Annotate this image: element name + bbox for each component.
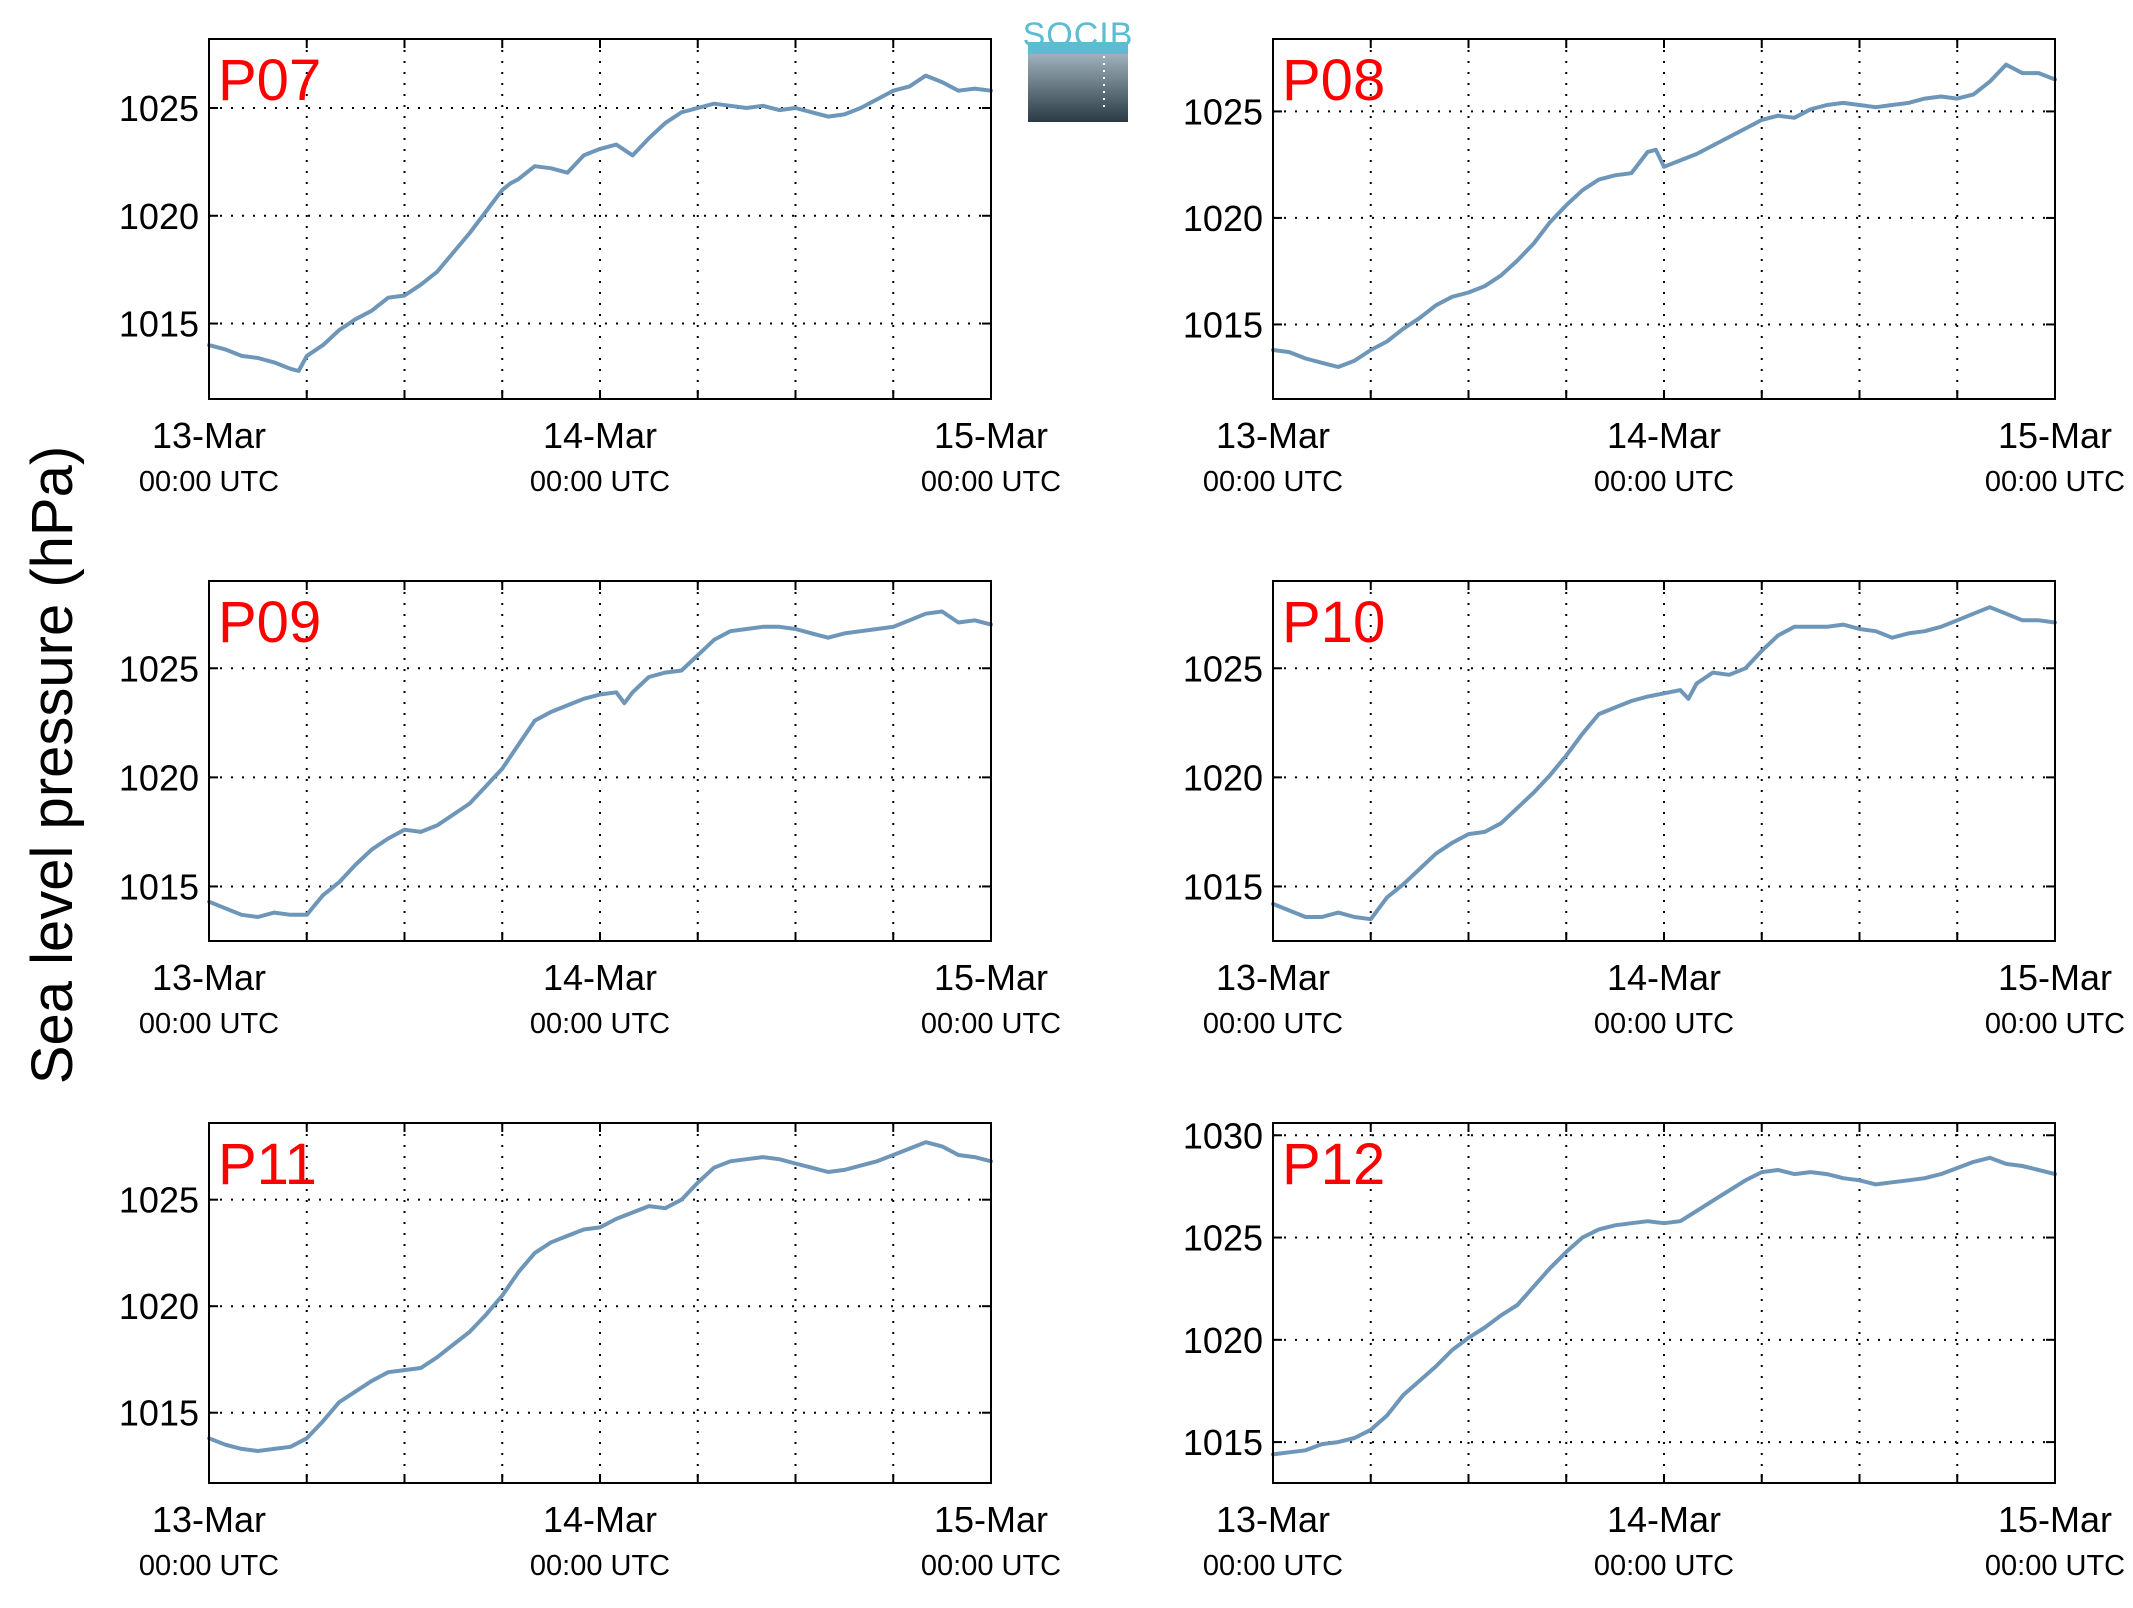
y-tick-label: 1025: [1183, 91, 1263, 132]
y-tick-label: 1020: [1183, 757, 1263, 798]
x-tick-label-time: 00:00 UTC: [139, 1008, 279, 1040]
x-tick-label-date: 15-Mar: [1998, 1499, 2112, 1540]
x-tick-label-date: 14-Mar: [543, 415, 657, 456]
logo-block: [1028, 54, 1128, 122]
plot-area: [209, 39, 991, 399]
panel-label-p11: P11: [218, 1132, 317, 1197]
x-tick-label-time: 00:00 UTC: [921, 1550, 1061, 1582]
x-tick-label-time: 00:00 UTC: [921, 1008, 1061, 1040]
series-line: [207, 1140, 993, 1453]
x-tick-label-date: 14-Mar: [543, 1499, 657, 1540]
x-tick-label-date: 13-Mar: [152, 1499, 266, 1540]
axes-frame: [1272, 38, 2056, 400]
x-tick-label-date: 15-Mar: [1998, 957, 2112, 998]
x-tick-label-date: 13-Mar: [152, 415, 266, 456]
y-tick-label: 1015: [119, 1393, 199, 1434]
x-tick-label-time: 00:00 UTC: [1203, 1008, 1343, 1040]
x-tick-label-time: 00:00 UTC: [1594, 466, 1734, 498]
x-tick-label-time: 00:00 UTC: [530, 1550, 670, 1582]
x-tick-label-date: 13-Mar: [152, 957, 266, 998]
axes-frame: [1272, 1122, 2056, 1484]
x-tick-label-date: 15-Mar: [934, 1499, 1048, 1540]
series-line: [207, 73, 993, 373]
panel-label-p07: P07: [218, 48, 321, 113]
panel-label-p10: P10: [1282, 590, 1385, 655]
chart-panel-p12: 1015 1020 1025 1030 13-Mar 00:00 UTC 14-Mar 00:…: [1183, 1115, 2125, 1582]
x-tick-label-date: 13-Mar: [1216, 1499, 1330, 1540]
series-line: [1271, 62, 2057, 369]
y-tick-label: 1020: [119, 757, 199, 798]
x-tick-label-time: 00:00 UTC: [1594, 1550, 1734, 1582]
x-tick-label-date: 15-Mar: [1998, 415, 2112, 456]
plot-area: [1273, 581, 2055, 941]
x-tick-label-time: 00:00 UTC: [139, 1550, 279, 1582]
y-tick-label: 1015: [1183, 1422, 1263, 1463]
x-tick-label-date: 14-Mar: [1607, 1499, 1721, 1540]
y-tick-label: 1015: [119, 866, 199, 907]
y-tick-label: 1020: [1183, 198, 1263, 239]
y-tick-label: 1020: [119, 1286, 199, 1327]
x-tick-label-time: 00:00 UTC: [1203, 466, 1343, 498]
x-tick-label-time: 00:00 UTC: [1985, 1008, 2125, 1040]
y-tick-label: 1025: [119, 88, 199, 129]
logo-text: SOCIB: [1023, 16, 1134, 54]
x-tick-label-date: 14-Mar: [543, 957, 657, 998]
y-axis-label: Sea level pressure (hPa): [20, 446, 85, 1084]
panel-label-p12: P12: [1282, 1132, 1385, 1197]
chart-panel-p08: 1015 1020 1025 13-Mar 00:00 UTC 14-Mar 00:00 U…: [1183, 38, 2125, 498]
x-tick-label-time: 00:00 UTC: [530, 1008, 670, 1040]
series-line: [207, 609, 993, 919]
panels-group: 1015 1020 1025 13-Mar 00:00 UTC 14-Mar 00:00 U…: [119, 38, 2125, 1582]
series-line: [1271, 1155, 2057, 1457]
x-tick-label-time: 00:00 UTC: [921, 466, 1061, 498]
y-tick-label: 1015: [1183, 866, 1263, 907]
axes-frame: [1272, 580, 2056, 942]
axes-frame: [208, 1122, 992, 1484]
chart-panel-p11: 1015 1020 1025 13-Mar 00:00 UTC 14-Mar 00:00 U…: [119, 1122, 1061, 1582]
plot-area: [1273, 1123, 2055, 1483]
x-tick-label-date: 13-Mar: [1216, 957, 1330, 998]
x-tick-label-date: 15-Mar: [934, 415, 1048, 456]
y-tick-label: 1025: [1183, 648, 1263, 689]
chart-panel-p09: 1015 1020 1025 13-Mar 00:00 UTC 14-Mar 00:00 U…: [119, 580, 1061, 1040]
panel-label-p09: P09: [218, 590, 321, 655]
panel-label-p08: P08: [1282, 48, 1385, 113]
y-tick-label: 1025: [119, 1180, 199, 1221]
x-tick-label-date: 15-Mar: [934, 957, 1048, 998]
x-tick-label-date: 14-Mar: [1607, 957, 1721, 998]
chart-panel-p07: 1015 1020 1025 13-Mar 00:00 UTC 14-Mar 00:00 U…: [119, 38, 1061, 498]
x-tick-label-time: 00:00 UTC: [139, 466, 279, 498]
x-tick-label-time: 00:00 UTC: [1594, 1008, 1734, 1040]
y-tick-label: 1020: [1183, 1320, 1263, 1361]
plot-area: [1273, 39, 2055, 399]
x-tick-label-date: 13-Mar: [1216, 415, 1330, 456]
socib-logo: SOCIB: [1023, 16, 1134, 122]
x-tick-label-time: 00:00 UTC: [530, 466, 670, 498]
y-tick-label: 1020: [119, 196, 199, 237]
y-tick-label: 1025: [119, 648, 199, 689]
y-tick-label: 1025: [1183, 1218, 1263, 1259]
x-tick-label-time: 00:00 UTC: [1985, 1550, 2125, 1582]
plot-area: [209, 1123, 991, 1483]
series-line: [1271, 605, 2057, 922]
y-tick-label: 1015: [119, 304, 199, 345]
y-tick-label: 1030: [1183, 1115, 1263, 1156]
y-tick-label: 1015: [1183, 304, 1263, 345]
chart-panel-p10: 1015 1020 1025 13-Mar 00:00 UTC 14-Mar 00:00 U…: [1183, 580, 2125, 1040]
x-tick-label-time: 00:00 UTC: [1203, 1550, 1343, 1582]
logo-wave: [1028, 42, 1128, 54]
x-tick-label-date: 14-Mar: [1607, 415, 1721, 456]
axes-frame: [208, 580, 992, 942]
plot-area: [209, 581, 991, 941]
axes-frame: [208, 38, 992, 400]
x-tick-label-time: 00:00 UTC: [1985, 466, 2125, 498]
